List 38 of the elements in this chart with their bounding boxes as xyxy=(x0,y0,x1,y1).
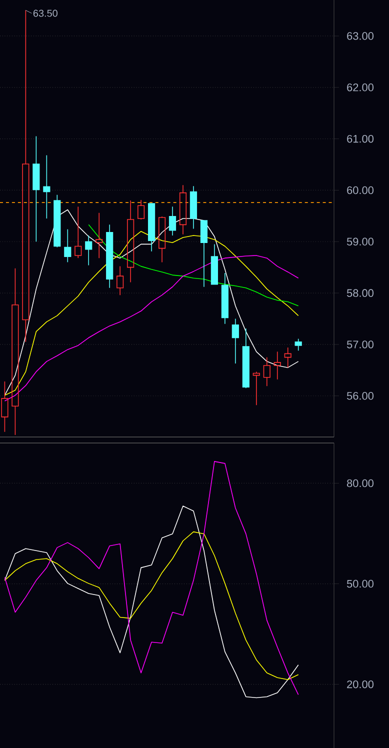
y-tick-label: 56.00 xyxy=(346,392,374,400)
line-series xyxy=(4,255,299,402)
candlestick xyxy=(263,356,270,386)
y-tick-label: 80.00 xyxy=(346,479,374,488)
candlestick xyxy=(179,184,187,235)
y-tick-label: 63.00 xyxy=(347,32,374,40)
candlestick xyxy=(96,212,103,258)
candlestick xyxy=(221,272,228,324)
candlestick xyxy=(22,10,30,342)
candlestick xyxy=(168,206,176,236)
y-tick-label: 58.00 xyxy=(346,289,374,297)
y-tick-label: 20.00 xyxy=(347,680,374,688)
candlestick xyxy=(74,206,82,258)
candlestick xyxy=(127,200,134,283)
candlestick xyxy=(106,224,114,288)
candlestick xyxy=(284,347,292,368)
candlestick xyxy=(64,228,72,263)
y-tick-label: 60.00 xyxy=(347,186,374,194)
y-tick-label: 50.00 xyxy=(346,580,374,588)
candlestick xyxy=(232,318,239,364)
annotation: 63.50 xyxy=(33,10,58,17)
line-series xyxy=(4,506,299,698)
candlestick xyxy=(116,266,124,296)
line-series xyxy=(4,461,299,696)
candlestick xyxy=(274,351,281,380)
y-tick-label: 61.00 xyxy=(347,134,374,143)
line-series xyxy=(4,531,299,680)
candlestick xyxy=(43,154,50,219)
y-tick-label: 59.00 xyxy=(346,238,374,246)
candlestick xyxy=(252,371,260,406)
candlestick xyxy=(32,136,40,242)
line-series xyxy=(88,224,299,306)
candlestick xyxy=(190,186,198,230)
y-tick-label: 57.00 xyxy=(346,340,374,348)
candlestick xyxy=(1,381,8,432)
y-tick-label: 62.00 xyxy=(347,84,374,92)
candlestick xyxy=(85,235,92,266)
candlestick xyxy=(12,268,19,436)
